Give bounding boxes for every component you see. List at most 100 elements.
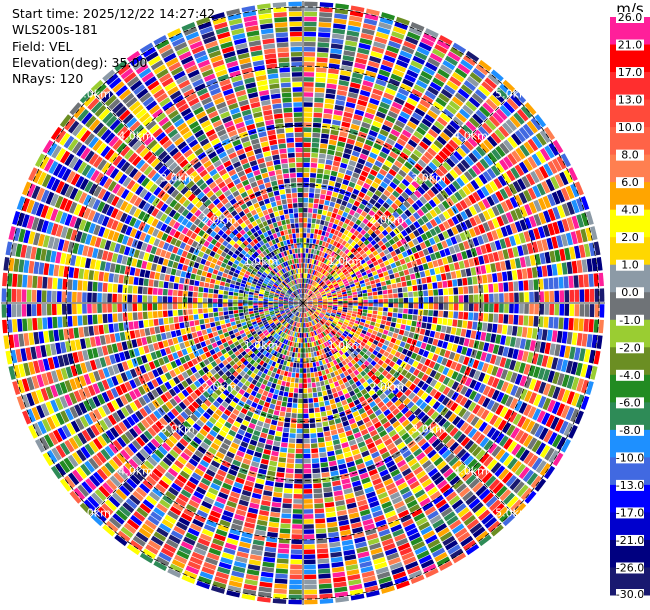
velocity-gate — [330, 343, 336, 349]
velocity-gate — [315, 310, 320, 314]
velocity-gate — [193, 380, 201, 388]
velocity-gate — [323, 431, 331, 437]
velocity-gate — [312, 326, 315, 331]
velocity-gate — [382, 311, 388, 316]
velocity-gate — [342, 55, 355, 62]
velocity-gate — [444, 264, 450, 273]
velocity-gate — [352, 410, 360, 418]
velocity-gate — [310, 233, 314, 239]
velocity-gate — [516, 269, 523, 280]
velocity-gate — [544, 251, 551, 264]
velocity-gate — [262, 379, 268, 386]
velocity-gate — [31, 406, 41, 421]
velocity-gate — [350, 353, 356, 359]
velocity-gate — [258, 586, 272, 593]
velocity-gate — [267, 335, 273, 340]
velocity-gate — [341, 291, 347, 295]
velocity-gate — [329, 239, 335, 245]
velocity-gate — [310, 315, 314, 320]
velocity-gate — [177, 373, 185, 382]
velocity-gate — [295, 327, 298, 332]
velocity-gate — [315, 412, 321, 418]
velocity-gate — [478, 372, 486, 382]
velocity-gate — [365, 70, 377, 78]
velocity-gate — [178, 517, 191, 527]
velocity-gate — [289, 579, 302, 585]
velocity-gate — [355, 436, 364, 444]
velocity-gate — [346, 30, 360, 37]
velocity-gate — [386, 514, 399, 523]
velocity-gate — [162, 494, 174, 505]
velocity-gate — [330, 196, 337, 203]
velocity-gate — [455, 373, 464, 383]
velocity-gate — [343, 229, 349, 236]
velocity-gate — [336, 290, 342, 294]
velocity-gate — [304, 307, 306, 313]
velocity-gate — [422, 32, 437, 43]
velocity-gate — [297, 307, 301, 312]
velocity-gate — [475, 350, 483, 360]
velocity-gate — [471, 446, 482, 457]
velocity-gate — [349, 390, 356, 397]
velocity-gate — [376, 247, 383, 254]
velocity-gate — [261, 317, 267, 322]
velocity-gate — [449, 334, 455, 343]
velocity-gate — [231, 570, 245, 578]
velocity-gate — [323, 264, 328, 270]
velocity-gate — [397, 334, 403, 341]
velocity-gate — [379, 338, 386, 344]
velocity-gate — [124, 392, 133, 403]
velocity-gate — [380, 355, 387, 362]
velocity-gate — [306, 312, 309, 317]
velocity-gate — [346, 251, 353, 257]
velocity-gate — [267, 531, 278, 538]
velocity-gate — [197, 406, 205, 415]
velocity-gate — [383, 408, 391, 417]
velocity-gate — [551, 263, 558, 276]
velocity-gate — [321, 310, 326, 313]
velocity-gate — [444, 540, 458, 551]
velocity-gate — [305, 317, 307, 323]
velocity-gate — [324, 200, 330, 206]
velocity-gate — [418, 290, 424, 297]
velocity-gate — [212, 478, 223, 487]
velocity-gate — [323, 336, 328, 342]
velocity-gate — [352, 291, 358, 295]
velocity-gate — [165, 438, 175, 448]
velocity-gate — [407, 440, 417, 449]
velocity-gate — [258, 377, 264, 384]
velocity-gate — [303, 97, 313, 102]
velocity-gate — [63, 475, 76, 489]
velocity-gate — [524, 303, 529, 314]
velocity-gate — [376, 286, 382, 291]
velocity-gate — [307, 299, 312, 302]
velocity-gate — [378, 576, 392, 585]
velocity-gate — [303, 67, 315, 72]
velocity-gate — [428, 175, 437, 185]
velocity-gate — [328, 394, 334, 400]
velocity-gate — [336, 374, 342, 381]
velocity-gate — [332, 294, 337, 297]
velocity-gate — [581, 212, 589, 227]
velocity-gate — [404, 174, 414, 183]
velocity-gate — [551, 357, 559, 370]
velocity-gate — [287, 397, 293, 403]
velocity-gate — [415, 244, 422, 252]
velocity-gate — [385, 460, 396, 469]
velocity-gate — [320, 291, 326, 295]
velocity-gate — [509, 235, 517, 247]
velocity-gate — [424, 114, 436, 124]
velocity-gate — [290, 308, 295, 311]
velocity-gate — [379, 151, 388, 159]
velocity-gate — [451, 499, 464, 510]
velocity-gate — [250, 549, 263, 556]
velocity-gate — [306, 228, 311, 233]
velocity-gate — [384, 160, 393, 168]
velocity-gate — [357, 441, 366, 448]
velocity-gate — [358, 276, 364, 282]
velocity-gate — [410, 60, 423, 70]
velocity-gate — [293, 494, 303, 499]
velocity-gate — [281, 312, 286, 316]
velocity-gate — [362, 182, 371, 190]
velocity-gate — [294, 304, 299, 307]
